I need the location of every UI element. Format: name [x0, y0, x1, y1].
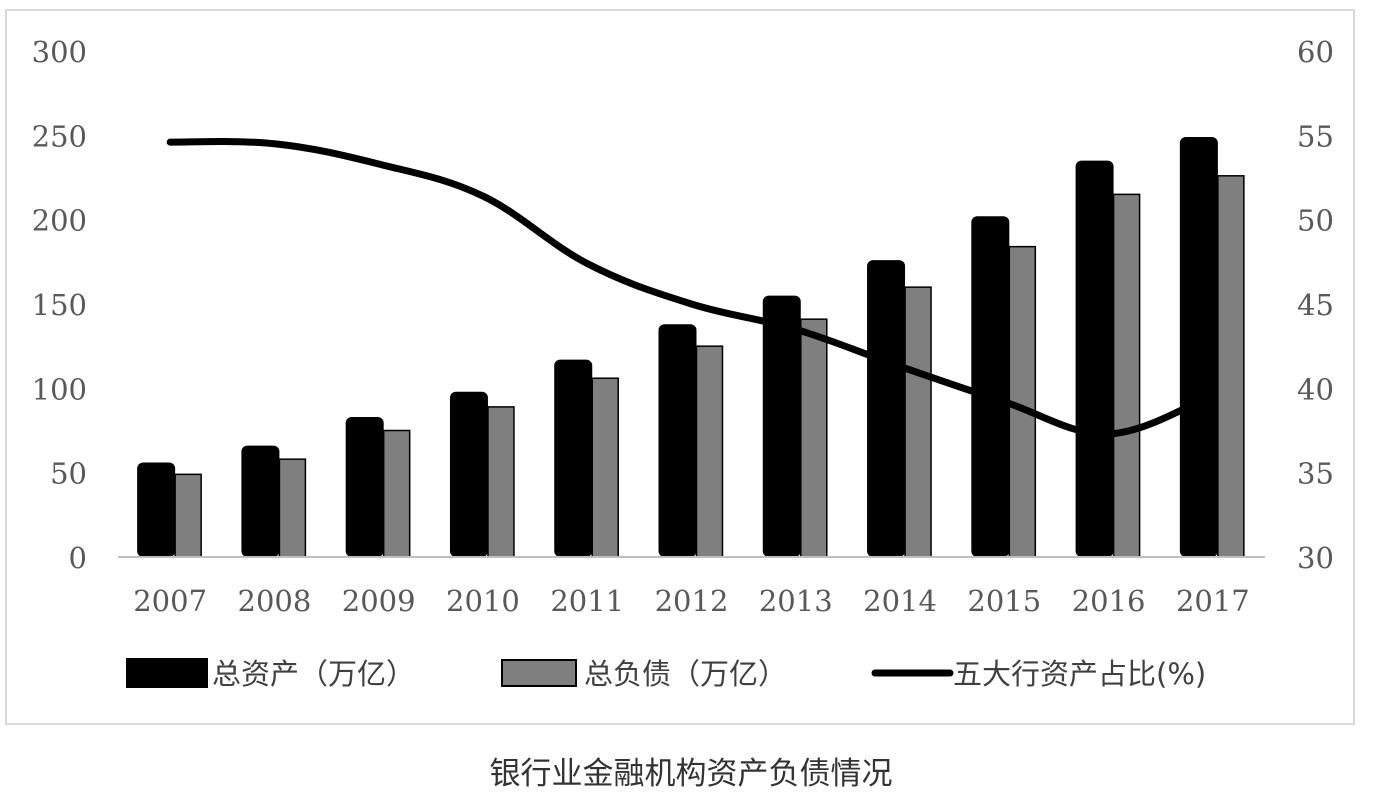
left-tick-label: 250 — [32, 119, 87, 153]
bar-total-assets — [554, 359, 593, 557]
legend-swatch-liabilities — [501, 659, 577, 687]
x-tick-label: 2016 — [1072, 584, 1146, 618]
left-tick-label: 200 — [32, 204, 87, 238]
left-tick-label: 100 — [32, 372, 87, 406]
right-axis-ticks: 30 35 40 45 50 55 60 — [1297, 35, 1334, 575]
bar-total-liabilities — [1217, 175, 1245, 558]
legend-label-liabilities: 总负债（万亿） — [584, 657, 787, 691]
left-tick-label: 300 — [32, 35, 87, 69]
left-tick-label: 0 — [69, 541, 87, 575]
series-line-share — [166, 138, 1217, 438]
chart-caption: 银行业金融机构资产负债情况 — [489, 756, 893, 792]
legend-label-share: 五大行资产占比(%) — [953, 657, 1206, 691]
bar-total-assets — [1075, 160, 1114, 557]
legend-item-assets: 总资产（万亿） — [126, 657, 415, 691]
bar-total-assets — [971, 216, 1010, 557]
bar-total-liabilities — [487, 406, 515, 558]
bar-total-assets — [241, 445, 280, 557]
bar-total-assets — [137, 462, 176, 557]
legend-item-liabilities: 总负债（万亿） — [501, 657, 787, 691]
x-axis-ticks: 2007 2008 2009 2010 2011 2012 2013 2014 2015 2016… — [133, 584, 1250, 618]
legend-swatch-assets — [126, 658, 208, 688]
bar-total-assets — [1179, 137, 1218, 557]
bar-total-assets — [867, 260, 906, 557]
bar-total-assets — [762, 295, 801, 557]
left-tick-label: 150 — [32, 288, 87, 322]
x-tick-label: 2015 — [967, 584, 1041, 618]
x-tick-label: 2017 — [1176, 584, 1250, 618]
legend-item-share: 五大行资产占比(%) — [871, 657, 1206, 691]
right-tick-label: 55 — [1297, 119, 1334, 153]
right-tick-label: 35 — [1297, 457, 1334, 491]
bar-total-liabilities — [174, 473, 202, 558]
bar-total-assets — [345, 417, 384, 557]
right-tick-label: 60 — [1297, 35, 1334, 69]
x-tick-label: 2009 — [342, 584, 416, 618]
left-axis-ticks: 0 50 100 150 200 250 300 — [32, 35, 87, 575]
right-tick-label: 45 — [1297, 288, 1334, 322]
x-tick-label: 2014 — [863, 584, 937, 618]
legend: 总资产（万亿） 总负债（万亿） 五大行资产占比(%) — [126, 657, 1206, 691]
bar-total-liabilities — [382, 429, 411, 558]
bars-layer — [137, 137, 1245, 558]
left-tick-label: 50 — [50, 457, 87, 491]
bar-total-assets — [449, 391, 488, 557]
x-tick-label: 2013 — [759, 584, 833, 618]
bar-total-liabilities — [904, 286, 932, 558]
right-tick-label: 30 — [1297, 541, 1334, 575]
bar-total-liabilities — [591, 377, 619, 558]
x-tick-label: 2012 — [655, 584, 729, 618]
legend-label-assets: 总资产（万亿） — [212, 657, 415, 691]
x-tick-label: 2008 — [238, 584, 312, 618]
bar-total-assets — [658, 324, 697, 557]
bar-total-liabilities — [800, 318, 828, 558]
x-tick-label: 2010 — [446, 584, 520, 618]
x-tick-label: 2007 — [133, 584, 207, 618]
bar-total-liabilities — [695, 345, 724, 558]
right-tick-label: 40 — [1297, 372, 1334, 406]
x-tick-label: 2011 — [550, 584, 624, 618]
bar-total-liabilities — [278, 458, 307, 558]
bar-total-liabilities — [1112, 193, 1141, 558]
right-tick-label: 50 — [1297, 204, 1334, 238]
